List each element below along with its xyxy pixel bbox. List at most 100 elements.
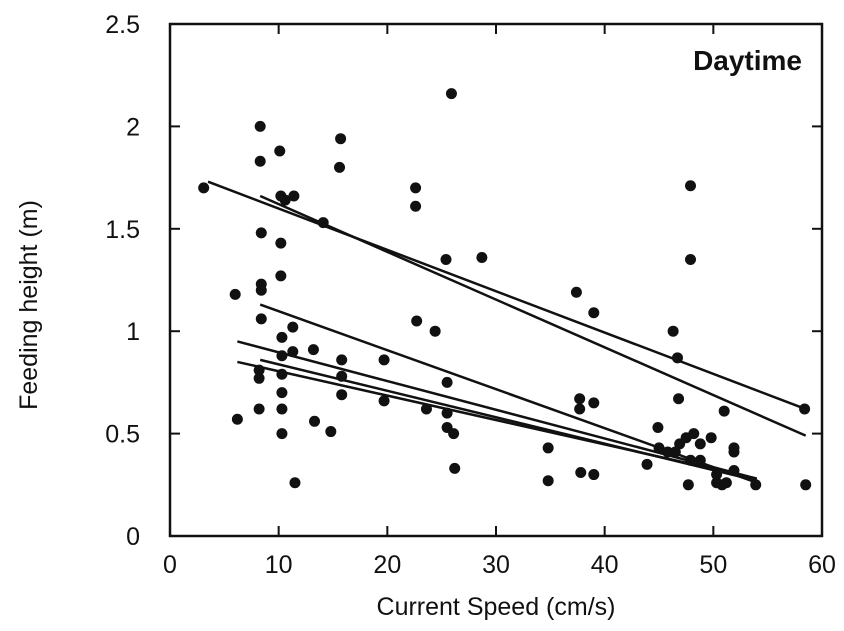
data-point <box>276 331 288 343</box>
data-point <box>685 254 697 266</box>
data-point <box>694 454 706 466</box>
data-point <box>255 313 267 325</box>
data-point <box>671 352 683 364</box>
data-point <box>255 284 267 296</box>
data-point <box>429 325 441 337</box>
data-point <box>411 315 423 327</box>
data-point <box>229 288 241 300</box>
y-tick-label: 0 <box>126 523 140 551</box>
data-point <box>254 155 266 167</box>
data-point <box>682 479 694 491</box>
data-point <box>317 217 329 229</box>
data-point <box>309 415 321 427</box>
data-point <box>275 237 287 249</box>
data-point <box>420 403 432 415</box>
data-point <box>325 426 337 438</box>
data-point <box>685 180 697 192</box>
data-point <box>718 405 730 417</box>
x-tick-label: 50 <box>699 551 727 579</box>
data-point <box>441 407 453 419</box>
regression-line-2 <box>259 194 807 437</box>
data-point <box>542 442 554 454</box>
data-point <box>588 307 600 319</box>
data-point <box>410 182 422 194</box>
panel-label: Daytime <box>693 45 802 76</box>
data-point <box>378 395 390 407</box>
data-point <box>449 462 461 474</box>
regression-line-3 <box>259 303 758 484</box>
data-point <box>720 477 732 489</box>
data-points <box>198 88 812 491</box>
data-point <box>275 270 287 282</box>
data-point <box>231 413 243 425</box>
data-point <box>669 446 681 458</box>
data-point <box>570 286 582 298</box>
plot-frame <box>168 22 824 538</box>
data-point <box>588 469 600 481</box>
x-tick-label: 0 <box>163 551 177 579</box>
data-point <box>334 161 346 173</box>
data-point <box>287 321 299 333</box>
data-point <box>728 464 740 476</box>
data-point <box>667 325 679 337</box>
data-point <box>307 344 319 356</box>
data-point <box>288 190 300 202</box>
y-tick-label: 1 <box>126 318 140 346</box>
data-point <box>652 421 664 433</box>
data-point <box>445 88 457 100</box>
data-point <box>588 397 600 409</box>
data-point <box>694 438 706 450</box>
data-point <box>253 364 265 376</box>
data-point <box>276 387 288 399</box>
x-tick-label: 20 <box>373 551 401 579</box>
y-tick-label: 2.5 <box>105 11 140 39</box>
data-point <box>542 475 554 487</box>
x-tick-label: 10 <box>265 551 293 579</box>
data-point <box>575 467 587 479</box>
y-tick-label: 0.5 <box>105 421 140 449</box>
regression-line-1 <box>207 180 807 411</box>
data-point <box>336 354 348 366</box>
data-point <box>198 182 210 194</box>
data-point <box>440 254 452 266</box>
x-tick-label: 60 <box>808 551 836 579</box>
data-point <box>800 479 812 491</box>
data-point <box>750 479 762 491</box>
x-axis-title: Current Speed (cm/s) <box>377 593 616 621</box>
data-point <box>378 354 390 366</box>
data-point <box>253 403 265 415</box>
regression-line-6 <box>237 360 758 480</box>
data-point <box>336 389 348 401</box>
data-point <box>441 376 453 388</box>
data-point <box>476 251 488 263</box>
data-point <box>685 454 697 466</box>
data-point <box>276 428 288 440</box>
data-point <box>254 120 266 132</box>
data-point <box>448 428 460 440</box>
data-point <box>705 432 717 444</box>
data-point <box>574 403 586 415</box>
data-point <box>274 145 286 157</box>
data-point <box>728 446 740 458</box>
data-point <box>279 194 291 206</box>
data-point <box>335 133 347 145</box>
data-point <box>287 346 299 358</box>
x-axis: 0 10 20 30 40 50 60 <box>163 24 836 579</box>
y-tick-label: 2 <box>126 113 140 141</box>
data-point <box>276 368 288 380</box>
data-point <box>276 403 288 415</box>
data-point <box>289 477 301 489</box>
data-point <box>662 446 674 458</box>
y-axis: 0 0.5 1 1.5 2 2.5 <box>105 11 822 551</box>
data-point <box>673 393 685 405</box>
y-tick-label: 1.5 <box>105 216 140 244</box>
data-point <box>255 227 267 239</box>
data-point <box>641 458 653 470</box>
data-point <box>799 403 811 415</box>
data-point <box>253 372 265 384</box>
data-point <box>410 200 422 212</box>
y-axis-title: Feeding height (m) <box>15 200 43 410</box>
data-point <box>276 350 288 362</box>
data-point <box>711 469 723 481</box>
